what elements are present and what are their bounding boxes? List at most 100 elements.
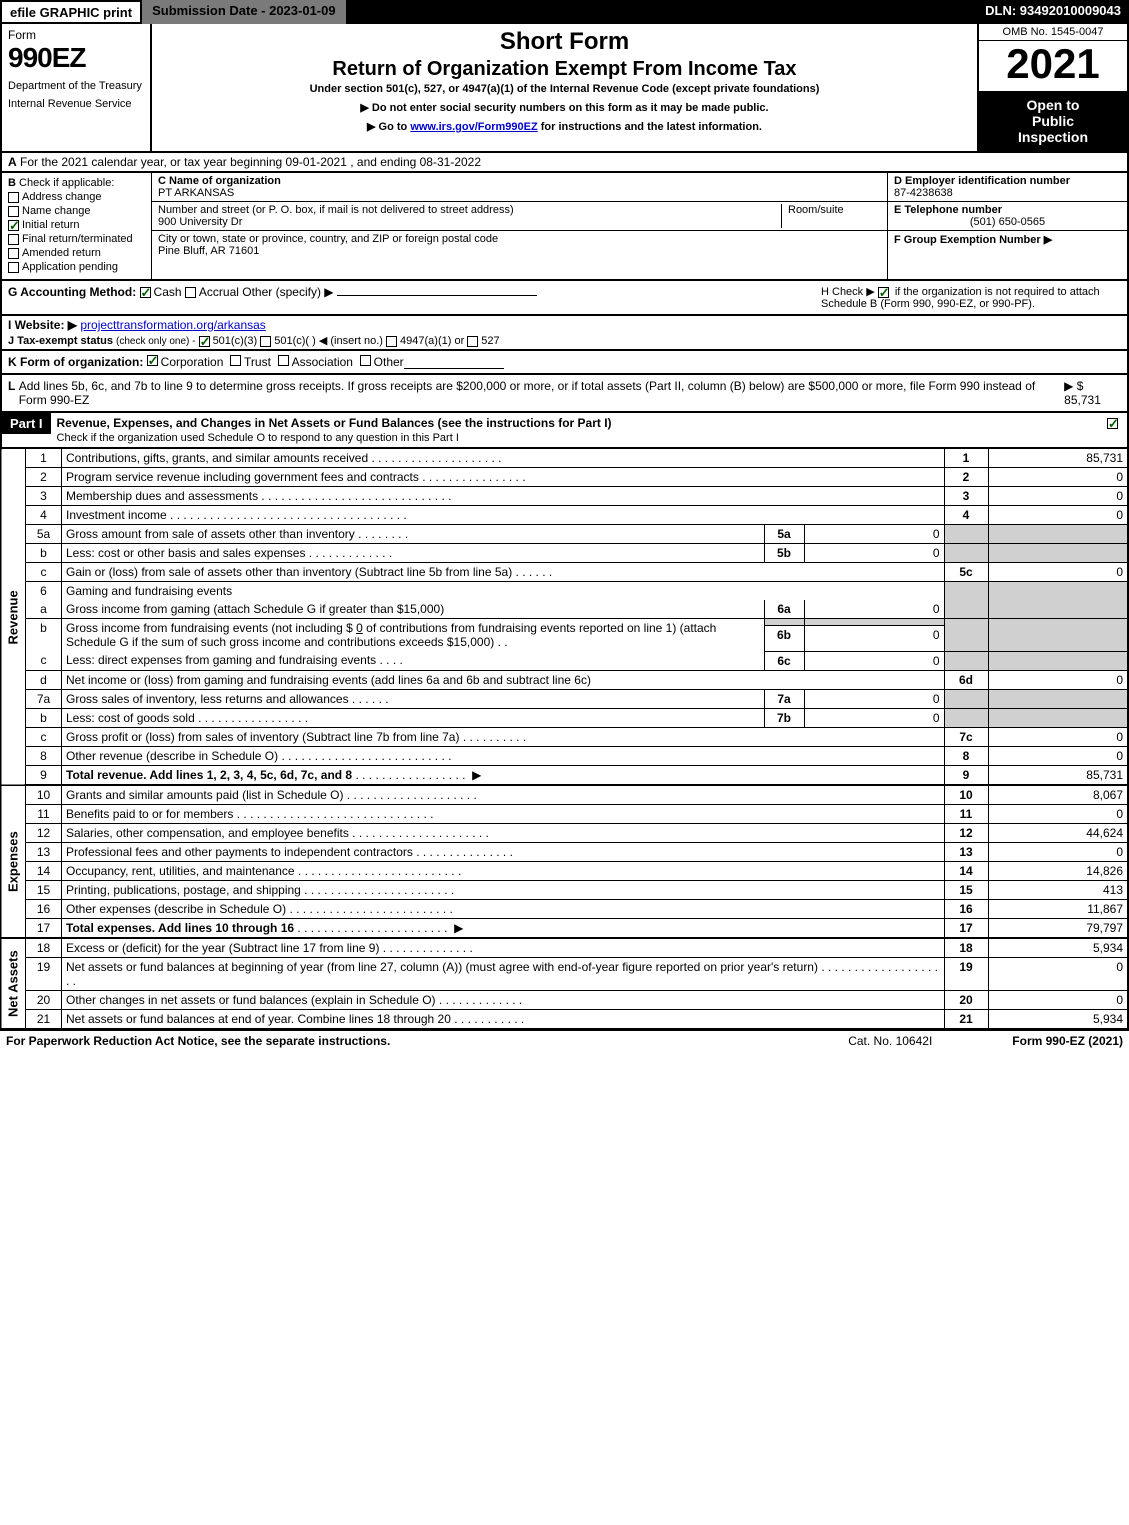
side-label-revenue: Revenue bbox=[1, 449, 26, 785]
checkbox-schedule-o[interactable] bbox=[1107, 418, 1118, 429]
ln-20-num: 20 bbox=[26, 990, 62, 1009]
checkbox-501c[interactable] bbox=[260, 336, 271, 347]
ln-16-num: 16 bbox=[26, 899, 62, 918]
ln-17-num: 17 bbox=[26, 918, 62, 938]
ln-7c-rval: 0 bbox=[988, 727, 1128, 746]
label-527: 527 bbox=[481, 335, 499, 347]
checkbox-schedule-b[interactable] bbox=[878, 287, 889, 298]
submission-date: Submission Date - 2023-01-09 bbox=[142, 0, 346, 24]
ln-5a-snum: 5a bbox=[764, 525, 804, 544]
ln-13-num: 13 bbox=[26, 842, 62, 861]
header-right: OMB No. 1545-0047 2021 Open to Public In… bbox=[977, 24, 1127, 151]
ln-6c-snum: 6c bbox=[764, 651, 804, 670]
ln-12-desc: Salaries, other compensation, and employ… bbox=[66, 826, 349, 840]
ln-17-rval: 79,797 bbox=[988, 918, 1128, 938]
instr-ssn: ▶ Do not enter social security numbers o… bbox=[162, 101, 967, 114]
short-form-title: Short Form bbox=[162, 28, 967, 56]
checkbox-name-change[interactable] bbox=[8, 206, 19, 217]
checkbox-trust[interactable] bbox=[230, 355, 241, 366]
ln-12-num: 12 bbox=[26, 823, 62, 842]
ln-5a-sval: 0 bbox=[804, 525, 944, 544]
line-k: K Form of organization: Corporation Trus… bbox=[0, 351, 1129, 375]
line-k-label: K Form of organization: bbox=[8, 355, 143, 369]
checkbox-527[interactable] bbox=[467, 336, 478, 347]
checkbox-accrual[interactable] bbox=[185, 287, 196, 298]
label-501c3: 501(c)(3) bbox=[213, 335, 258, 347]
label-501c: 501(c)( ) ◀ (insert no.) bbox=[274, 335, 383, 347]
room-label: Room/suite bbox=[781, 204, 881, 228]
addr-label: Number and street (or P. O. box, if mail… bbox=[158, 204, 781, 216]
footer-left: For Paperwork Reduction Act Notice, see … bbox=[6, 1034, 390, 1048]
checkbox-501c3[interactable] bbox=[199, 336, 210, 347]
line-j-label: J Tax-exempt status bbox=[8, 335, 113, 347]
open-line3: Inspection bbox=[983, 129, 1123, 145]
checkbox-address-change[interactable] bbox=[8, 192, 19, 203]
ln-14-desc: Occupancy, rent, utilities, and maintena… bbox=[66, 864, 295, 878]
ln-6c-desc: Less: direct expenses from gaming and fu… bbox=[66, 653, 376, 667]
instr-website: ▶ Go to www.irs.gov/Form990EZ for instru… bbox=[162, 120, 967, 133]
checkbox-application-pending[interactable] bbox=[8, 262, 19, 273]
ln-5a-num: 5a bbox=[26, 525, 62, 544]
irs-link[interactable]: www.irs.gov/Form990EZ bbox=[410, 121, 537, 133]
ln-12-rval: 44,624 bbox=[988, 823, 1128, 842]
ln-15-desc: Printing, publications, postage, and shi… bbox=[66, 883, 301, 897]
ln-6-desc: Gaming and fundraising events bbox=[66, 584, 232, 598]
addr-value: 900 University Dr bbox=[158, 216, 781, 228]
ln-9-rnum: 9 bbox=[944, 765, 988, 785]
checkbox-corporation[interactable] bbox=[147, 355, 158, 366]
checkbox-final-return[interactable] bbox=[8, 234, 19, 245]
col-b-label: B bbox=[8, 177, 16, 189]
ln-7c-rnum: 7c bbox=[944, 727, 988, 746]
ln-6a-sval: 0 bbox=[804, 600, 944, 619]
other-specify-line bbox=[337, 295, 537, 296]
ln-6a-desc: Gross income from gaming (attach Schedul… bbox=[66, 602, 444, 616]
ln-6a-num: a bbox=[26, 600, 62, 619]
line-l-label: L bbox=[8, 379, 15, 407]
checkbox-other-org[interactable] bbox=[360, 355, 371, 366]
top-bar: efile GRAPHIC print Submission Date - 20… bbox=[0, 0, 1129, 24]
line-g-label: G Accounting Method: bbox=[8, 285, 136, 299]
dept-irs: Internal Revenue Service bbox=[8, 98, 144, 110]
city-label: City or town, state or province, country… bbox=[158, 233, 881, 245]
ln-1-num: 1 bbox=[26, 449, 62, 468]
entity-info: B Check if applicable: Address change Na… bbox=[0, 173, 1129, 281]
checkbox-association[interactable] bbox=[278, 355, 289, 366]
ln-21-desc: Net assets or fund balances at end of ye… bbox=[66, 1012, 451, 1026]
ln-10-desc: Grants and similar amounts paid (list in… bbox=[66, 788, 343, 802]
ln-20-desc: Other changes in net assets or fund bala… bbox=[66, 993, 436, 1007]
ln-13-rval: 0 bbox=[988, 842, 1128, 861]
ln-13-rnum: 13 bbox=[944, 842, 988, 861]
ein-value: 87-4238638 bbox=[894, 187, 1121, 199]
ln-4-num: 4 bbox=[26, 506, 62, 525]
ln-14-rval: 14,826 bbox=[988, 861, 1128, 880]
header-center: Short Form Return of Organization Exempt… bbox=[152, 24, 977, 151]
ln-12-rnum: 12 bbox=[944, 823, 988, 842]
org-name-label: C Name of organization bbox=[158, 175, 281, 187]
ln-15-rval: 413 bbox=[988, 880, 1128, 899]
ln-5b-sval: 0 bbox=[804, 544, 944, 563]
page-footer: For Paperwork Reduction Act Notice, see … bbox=[0, 1030, 1129, 1051]
ln-19-rnum: 19 bbox=[944, 957, 988, 990]
checkbox-initial-return[interactable] bbox=[8, 220, 19, 231]
checkbox-cash[interactable] bbox=[140, 287, 151, 298]
ln-21-rval: 5,934 bbox=[988, 1009, 1128, 1029]
ln-16-desc: Other expenses (describe in Schedule O) bbox=[66, 902, 286, 916]
phone-label: E Telephone number bbox=[894, 204, 1002, 216]
ln-6-num: 6 bbox=[26, 582, 62, 601]
ln-8-rnum: 8 bbox=[944, 746, 988, 765]
checkbox-4947[interactable] bbox=[386, 336, 397, 347]
line-l: L Add lines 5b, 6c, and 7b to line 9 to … bbox=[0, 375, 1129, 413]
org-website-link[interactable]: projecttransformation.org/arkansas bbox=[80, 318, 265, 332]
ln-6d-num: d bbox=[26, 670, 62, 689]
line-a-text: For the 2021 calendar year, or tax year … bbox=[20, 155, 481, 169]
ln-11-num: 11 bbox=[26, 804, 62, 823]
ein-label: D Employer identification number bbox=[894, 175, 1070, 187]
ln-2-rnum: 2 bbox=[944, 468, 988, 487]
form-number: 990EZ bbox=[8, 42, 144, 74]
ln-20-rval: 0 bbox=[988, 990, 1128, 1009]
form-header: Form 990EZ Department of the Treasury In… bbox=[0, 24, 1129, 153]
checkbox-amended-return[interactable] bbox=[8, 248, 19, 259]
part-1-title-text: Revenue, Expenses, and Changes in Net As… bbox=[57, 416, 612, 430]
side-label-netassets: Net Assets bbox=[1, 938, 26, 1029]
main-title: Return of Organization Exempt From Incom… bbox=[162, 58, 967, 81]
